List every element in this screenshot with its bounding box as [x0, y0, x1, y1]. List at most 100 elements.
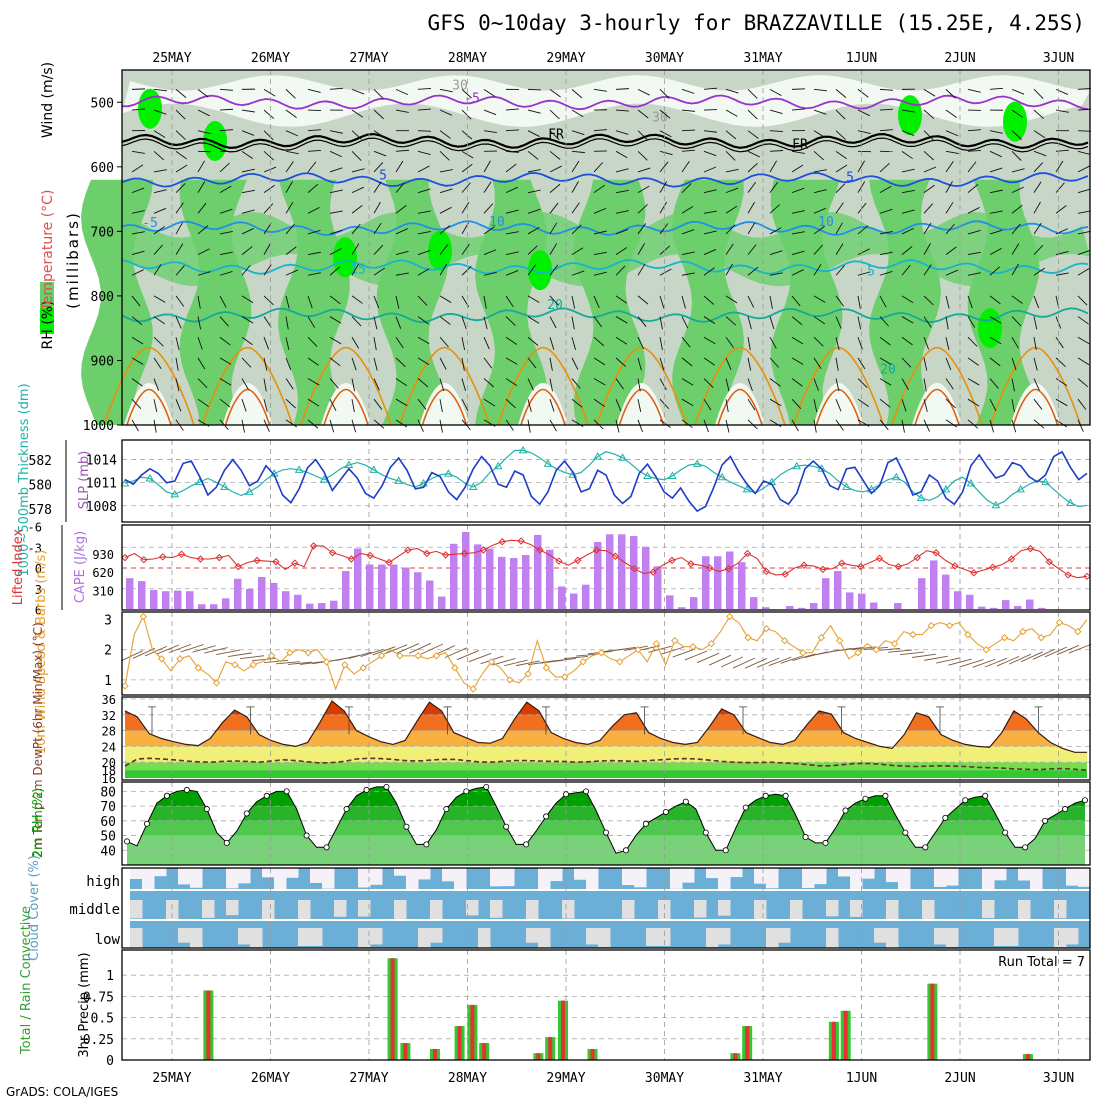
- lifted-index-marker: [611, 552, 620, 560]
- wind-barb: [307, 316, 316, 328]
- rh-label: RH (%): [40, 301, 56, 350]
- rh-tick-label: 40: [100, 844, 116, 859]
- cloud-middle-gap: [466, 900, 479, 916]
- wind-barb: [527, 399, 532, 412]
- wind-barb: [131, 336, 144, 345]
- wind-barb: [307, 398, 320, 407]
- wind-barb: [395, 378, 408, 387]
- wind-barb: [461, 316, 467, 329]
- thickness-marker: [717, 472, 727, 481]
- wind-barb: [989, 248, 1002, 255]
- temp-band: [125, 762, 1087, 771]
- cloud-high-clear: [754, 868, 767, 884]
- precip-convective-bar: [390, 958, 395, 1060]
- lifted-index-marker: [1064, 571, 1072, 579]
- rh-marker: [583, 788, 590, 795]
- wind-barb: [769, 181, 779, 193]
- svg-text:RH (%): RH (%): [40, 301, 56, 350]
- wind-frame: [121, 611, 1091, 696]
- wind-barb: [813, 189, 827, 194]
- cloud-low-gap: [418, 928, 431, 948]
- rh-max-patch: [528, 250, 552, 291]
- wind-barb: [263, 203, 274, 214]
- wind-barb: [505, 231, 519, 235]
- wind-speed-marker: [817, 633, 826, 642]
- lifted-index-marker: [781, 570, 789, 578]
- wind-barb: [285, 223, 295, 235]
- rh-marker: [243, 810, 250, 817]
- date-label-top: 1JUN: [846, 51, 877, 66]
- wind-barb: [505, 163, 517, 173]
- wind-barb: [1077, 378, 1089, 388]
- cape-bar: [378, 564, 386, 609]
- wind-barb: [1055, 378, 1068, 387]
- wind-barb: [857, 89, 869, 98]
- rh-marker: [1022, 844, 1029, 851]
- wind-barb-10m: [780, 655, 804, 664]
- cloud-high-clear: [1066, 868, 1079, 886]
- wind-barb: [417, 165, 430, 173]
- wind-barb: [395, 316, 402, 329]
- wind-barb: [945, 419, 958, 428]
- wind-barb: [1077, 316, 1089, 325]
- temp-tick-label: 32: [102, 709, 116, 723]
- wind-barb: [373, 267, 386, 276]
- contour-label: 30: [452, 78, 468, 93]
- wind-barb: [615, 316, 628, 324]
- wind-barb: [945, 181, 953, 193]
- li-tick-label: 0: [35, 562, 42, 576]
- wind-barb: [813, 226, 825, 235]
- wind-barb: [307, 183, 319, 193]
- wind-barb: [439, 295, 452, 303]
- cloud-middle-gap: [850, 900, 863, 917]
- thickness-marker: [145, 473, 155, 482]
- cape-bar: [234, 578, 242, 609]
- wind-barb: [373, 162, 384, 173]
- wind-barb: [527, 378, 534, 391]
- wind-barb: [1033, 222, 1042, 235]
- wind-barb: [1011, 336, 1019, 349]
- rh-marker: [363, 786, 370, 793]
- wind-speed-marker: [872, 646, 880, 654]
- wind-barb: [1077, 336, 1090, 345]
- wind-barb: [593, 271, 607, 276]
- precip-convective-bar: [561, 1000, 565, 1060]
- wind-barb: [615, 247, 628, 255]
- rh2m-ylabel: 2m RH (%): [31, 788, 46, 859]
- precip-tick-label: 0: [106, 1054, 114, 1069]
- date-labels-bottom: 25MAY 26MAY 27MAY 28MAY 29MAY 30MAY 31MAY 1JUN 2…: [152, 1071, 1074, 1086]
- wind-barb: [769, 250, 783, 256]
- cape-frame: [121, 524, 1091, 611]
- cloud-middle-gap: [394, 900, 407, 920]
- wind-barb: [439, 378, 445, 392]
- warm-isotherm-25: [694, 346, 786, 426]
- wind-barb: [417, 398, 427, 410]
- wind-barb: [813, 316, 826, 325]
- temp-frame: [121, 696, 1091, 781]
- wind-barb: [835, 183, 846, 193]
- wind-barb: [153, 295, 166, 303]
- wind-barb: [747, 109, 758, 120]
- cloud-high-clear: [898, 868, 911, 890]
- lifted-index-marker: [272, 558, 280, 566]
- wind-barb: [725, 224, 736, 235]
- wind-barb-10m: [216, 649, 240, 656]
- cape-tick-label: 930: [92, 548, 114, 562]
- thickness-marker: [891, 472, 901, 481]
- wind-barb: [725, 336, 734, 349]
- wind-barb: [615, 357, 626, 367]
- wind-barb: [153, 88, 167, 92]
- slp-tick-label: 1014: [86, 454, 117, 469]
- wind-barb: [593, 129, 607, 132]
- wind-barb: [1011, 204, 1023, 214]
- wind-barb: [879, 88, 893, 91]
- wind-barb: [791, 378, 803, 387]
- cloud-high-clear: [1078, 868, 1091, 887]
- rh-marker: [203, 806, 210, 813]
- cloud-high-clear: [574, 868, 587, 880]
- cape-bar: [798, 607, 806, 609]
- wind-barb: [527, 150, 539, 160]
- wind-speed-marker: [652, 639, 661, 648]
- wind-barb: [461, 182, 471, 193]
